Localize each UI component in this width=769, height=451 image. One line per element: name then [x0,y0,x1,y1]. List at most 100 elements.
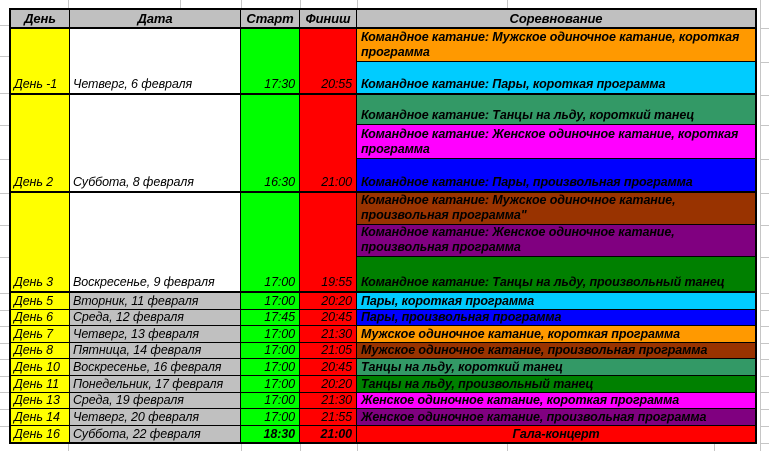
cell-date[interactable]: Вторник, 11 февраля [70,293,241,309]
day-block: День 3 Воскресенье, 9 февраля 17:00 19:5… [11,193,755,293]
cell-start[interactable]: 18:30 [241,425,300,443]
cell-day[interactable]: День 7 [11,326,70,342]
day-block: День -1 Четверг, 6 февраля 17:30 20:55 К… [11,29,755,95]
cell-event[interactable]: Пары, произвольная программа [357,309,755,326]
cell-start[interactable]: 17:00 [241,326,300,342]
cell-finish[interactable]: 20:55 [300,29,357,93]
gridline [760,28,769,29]
day-block: День 2 Суббота, 8 февраля 16:30 21:00 Ко… [11,95,755,193]
gridline [760,443,769,444]
cell-finish[interactable]: 20:20 [300,375,357,392]
cell-start[interactable]: 17:00 [241,193,300,291]
cell-day[interactable]: День 2 [11,95,70,191]
cell-finish[interactable]: 21:05 [300,342,357,359]
event-list: Командное катание: Мужское одиночное кат… [357,193,755,291]
gridline [760,95,769,96]
header-cell-date[interactable]: Дата [70,10,241,27]
cell-date[interactable]: Понедельник, 17 февраля [70,375,241,392]
cell-start[interactable]: 16:30 [241,95,300,191]
cell-day[interactable]: День 14 [11,409,70,425]
cell-date[interactable]: Четверг, 20 февраля [70,409,241,425]
cell-day[interactable]: День 5 [11,293,70,309]
gridline [760,326,769,327]
gridline [714,444,715,451]
gridline [0,343,9,344]
cell-event[interactable]: Гала-концерт [357,425,755,443]
cell-finish[interactable]: 21:00 [300,95,357,191]
cell-day[interactable]: День 3 [11,193,70,291]
cell-finish[interactable]: 20:20 [300,293,357,309]
gridline [0,409,9,410]
header-cell-competition[interactable]: Соревнование [509,11,603,26]
cell-date[interactable]: Воскресенье, 9 февраля [70,193,241,291]
cell-day[interactable]: День 16 [11,425,70,443]
header-cell-day[interactable]: День [11,10,70,27]
gridline [0,376,9,377]
table-row: День 7 Четверг, 13 февраля 17:00 21:30 М… [11,326,755,343]
cell-date[interactable]: Суббота, 8 февраля [70,95,241,191]
cell-start[interactable]: 17:00 [241,409,300,425]
gridline [0,392,9,393]
header-cell-start[interactable]: Старт [241,10,300,27]
cell-start[interactable]: 17:45 [241,309,300,326]
cell-start[interactable]: 17:00 [241,342,300,359]
cell-start[interactable]: 17:30 [241,29,300,93]
cell-start[interactable]: 17:00 [241,359,300,375]
cell-event[interactable]: Командное катание: Мужское одиночное кат… [357,29,755,62]
cell-date[interactable]: Пятница, 14 февраля [70,342,241,359]
cell-date[interactable]: Среда, 19 февраля [70,392,241,409]
cell-finish[interactable]: 21:30 [300,392,357,409]
cell-day[interactable]: День 8 [11,342,70,359]
cell-event[interactable]: Командное катание: Танцы на льду, произв… [357,257,755,291]
gridline [300,0,301,8]
gridline [760,125,769,126]
cell-finish[interactable]: 21:55 [300,409,357,425]
gridline [0,310,9,311]
cell-date[interactable]: Среда, 12 февраля [70,309,241,326]
cell-event[interactable]: Командное катание: Женское одиночное кат… [357,225,755,257]
cell-event[interactable]: Танцы на льду, произвольный танец [357,375,755,392]
cell-day[interactable]: День 13 [11,392,70,409]
cell-event[interactable]: Женское одиночное катание, короткая прог… [357,392,755,409]
cell-finish[interactable]: 20:45 [300,309,357,326]
cell-event[interactable]: Командное катание: Мужское одиночное кат… [357,193,755,225]
cell-date[interactable]: Суббота, 22 февраля [70,425,241,443]
cell-event[interactable]: Танцы на льду, короткий танец [357,359,755,375]
gridline [760,293,769,294]
cell-event[interactable]: Мужское одиночное катание, короткая прог… [357,326,755,342]
cell-date[interactable]: Четверг, 13 февраля [70,326,241,342]
cell-finish[interactable]: 19:55 [300,193,357,291]
gridline [68,444,69,451]
cell-event[interactable]: Командное катание: Пары, произвольная пр… [357,159,755,191]
cell-date[interactable]: Воскресенье, 16 февраля [70,359,241,375]
gridline [0,159,9,160]
cell-start[interactable]: 17:00 [241,375,300,392]
cell-day[interactable]: День 10 [11,359,70,375]
gridline [357,444,358,451]
cell-event[interactable]: Командное катание: Пары, короткая програ… [357,62,755,93]
gridline [507,0,508,8]
cell-event[interactable]: Командное катание: Женское одиночное кат… [357,125,755,159]
cell-event[interactable]: Мужское одиночное катание, произвольная … [357,342,755,359]
cell-day[interactable]: День 6 [11,309,70,326]
cell-finish[interactable]: 21:30 [300,326,357,342]
cell-finish[interactable]: 21:00 [300,425,357,443]
cell-day[interactable]: День -1 [11,29,70,93]
gridline [760,426,769,427]
cell-finish[interactable]: 20:45 [300,359,357,375]
gridline [0,293,9,294]
cell-start[interactable]: 17:00 [241,293,300,309]
cell-day[interactable]: День 11 [11,375,70,392]
gridline [760,359,769,360]
gridline [760,310,769,311]
cell-event[interactable]: Женское одиночное катание, произвольная … [357,409,755,425]
gridline [760,376,769,377]
header-cell-finish[interactable]: Финиш [300,10,357,27]
table-row: День 13 Среда, 19 февраля 17:00 21:30 Же… [11,392,755,410]
cell-event[interactable]: Пары, короткая программа [357,293,755,309]
cell-event[interactable]: Командное катание: Танцы на льду, коротк… [357,95,755,125]
cell-date[interactable]: Четверг, 6 февраля [70,29,241,93]
event-list: Командное катание: Мужское одиночное кат… [357,29,755,93]
gridline [0,93,9,94]
cell-start[interactable]: 17:00 [241,392,300,409]
